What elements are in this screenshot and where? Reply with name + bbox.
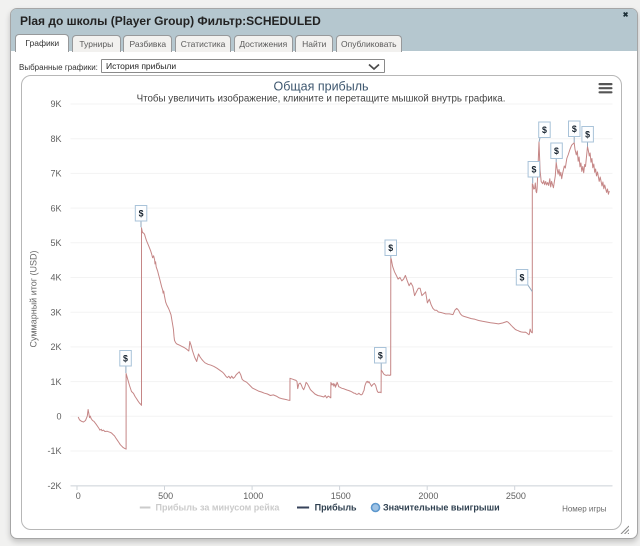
svg-text:$: $: [572, 124, 577, 134]
svg-text:Суммарный итог (USD): Суммарный итог (USD): [29, 250, 39, 347]
svg-text:$: $: [378, 351, 383, 361]
svg-text:2000: 2000: [418, 491, 438, 501]
svg-text:$: $: [139, 209, 144, 219]
svg-text:$: $: [388, 243, 393, 253]
svg-text:0: 0: [56, 412, 61, 422]
svg-text:Номер игры: Номер игры: [562, 505, 607, 514]
svg-text:2500: 2500: [506, 491, 526, 501]
svg-text:Прибыль за минусом рейка: Прибыль за минусом рейка: [156, 503, 281, 513]
svg-text:$: $: [123, 354, 128, 364]
svg-text:4K: 4K: [50, 273, 61, 283]
svg-text:1000: 1000: [243, 491, 263, 501]
svg-text:8K: 8K: [50, 134, 61, 144]
svg-text:Общая прибыль: Общая прибыль: [273, 80, 368, 94]
svg-text:7K: 7K: [50, 169, 61, 179]
svg-text:Чтобы увеличить изображение, к: Чтобы увеличить изображение, кликните и …: [137, 94, 506, 105]
svg-text:-1K: -1K: [47, 446, 61, 456]
svg-text:500: 500: [158, 491, 173, 501]
svg-text:2K: 2K: [50, 342, 61, 352]
svg-text:9K: 9K: [50, 99, 61, 109]
svg-text:$: $: [520, 273, 525, 283]
svg-text:6K: 6K: [50, 203, 61, 213]
svg-text:$: $: [554, 146, 559, 156]
svg-text:Прибыль: Прибыль: [315, 503, 357, 513]
svg-text:1500: 1500: [331, 491, 351, 501]
svg-text:-2K: -2K: [47, 481, 61, 491]
svg-text:$: $: [542, 125, 547, 135]
svg-text:$: $: [531, 165, 536, 175]
svg-text:1K: 1K: [50, 377, 61, 387]
svg-text:0: 0: [76, 491, 81, 501]
svg-text:$: $: [585, 130, 590, 140]
svg-text:Значительные выигрыши: Значительные выигрыши: [383, 503, 500, 513]
svg-text:3K: 3K: [50, 307, 61, 317]
svg-text:5K: 5K: [50, 238, 61, 248]
